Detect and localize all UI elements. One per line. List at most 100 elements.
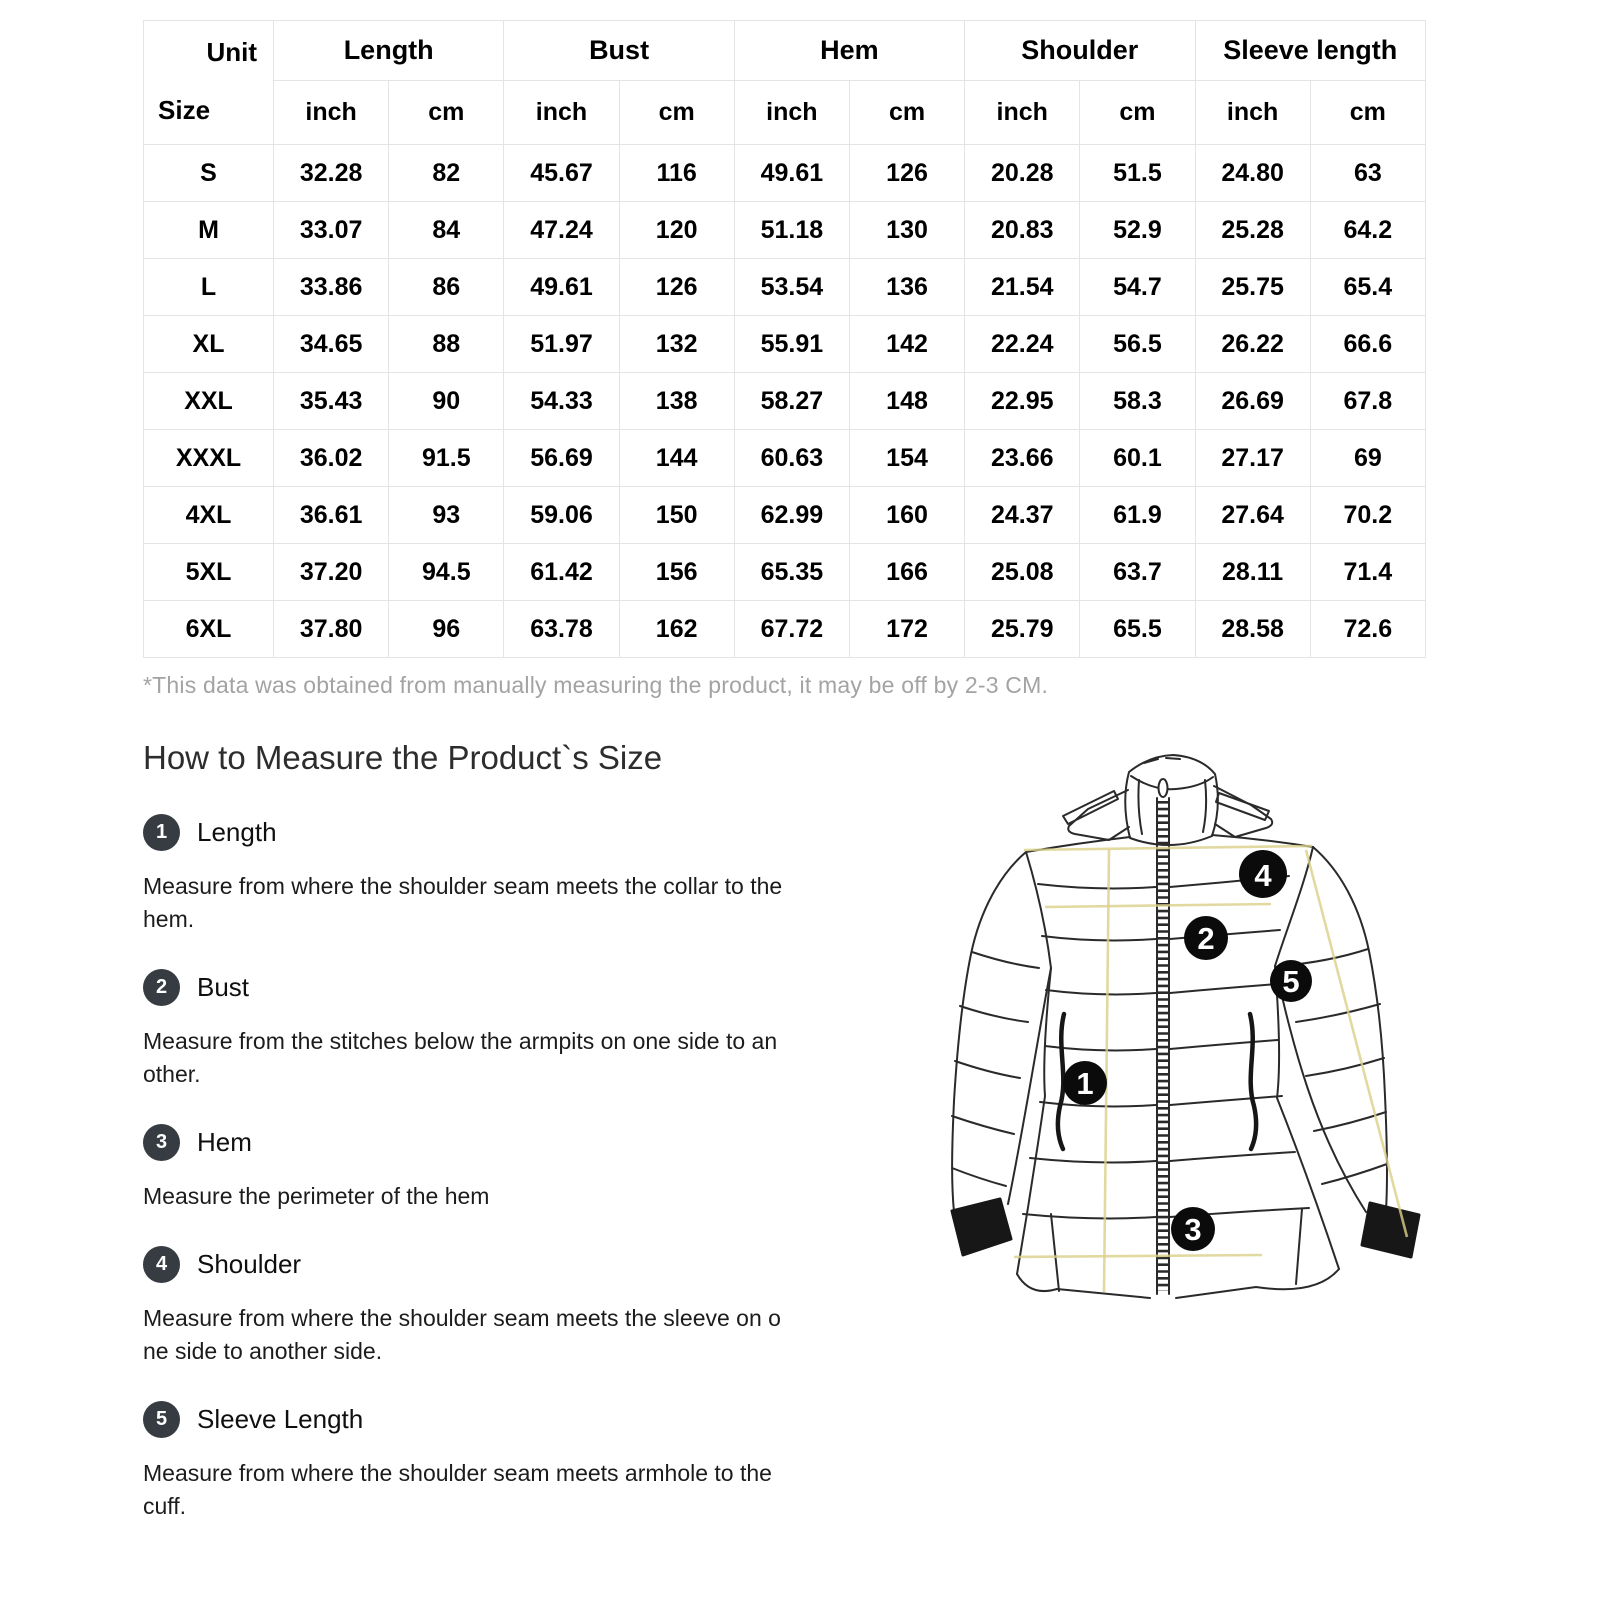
measurement-cell: 23.66 [964,429,1081,487]
step-label: Shoulder [197,1249,302,1279]
step-header: 3 Hem [143,1124,893,1161]
measurement-cell: 70.2 [1309,486,1427,544]
cuffs [950,1197,1421,1259]
marker-5-number: 5 [1282,964,1299,999]
measurement-cell: 88 [388,315,505,373]
measurement-cell: 26.69 [1194,372,1311,430]
measurement-cell: 36.02 [272,429,390,487]
measurement-cell: 86 [388,258,505,316]
subheader-cell: inch [1194,80,1311,145]
jacket-measurement-diagram: 1 2 3 4 5 [950,754,1421,1299]
size-cell: XXXL [143,429,274,487]
measurement-cell: 25.79 [964,600,1081,658]
table-row: XL 34.65 88 51.97 132 55.91 142 22.24 56.5 26.22 6… [143,315,1427,373]
measurement-cell: 93 [388,486,505,544]
measurement-cell: 72.6 [1309,600,1427,658]
table-row: M 33.07 84 47.24 120 51.18 130 20.83 52.9 25.28 64… [143,201,1427,259]
measurement-cell: 94.5 [388,543,505,601]
measurement-cell: 67.8 [1309,372,1427,430]
collar [1124,754,1219,846]
measurement-cell: 138 [618,372,735,430]
how-to-measure-section: How to Measure the Product`s Size 1 Leng… [143,735,893,1523]
column-group-sleeve: Sleeve length [1194,20,1426,81]
measurement-cell: 136 [848,258,966,316]
how-to-measure-title: How to Measure the Product`s Size [143,739,663,776]
unit-label: Unit [206,37,257,67]
measurement-cell: 62.99 [733,486,850,544]
size-table-body: S 32.28 82 45.67 116 49.61 126 20.28 51.5 24.80 63… [143,144,1427,658]
subheader-cell: inch [503,80,620,145]
table-row: S 32.28 82 45.67 116 49.61 126 20.28 51.5 24.80 63 [143,144,1427,202]
step-hem: 3 Hem Measure the perimeter of the hem [143,1124,893,1213]
measurement-cell: 25.08 [964,543,1081,601]
measurement-cell: 154 [848,429,966,487]
measurement-cell: 26.22 [1194,315,1311,373]
measurement-cell: 55.91 [733,315,850,373]
measurement-cell: 90 [388,372,505,430]
step-header: 2 Bust [143,969,893,1006]
measurement-cell: 20.83 [964,201,1081,259]
measurement-cell: 35.43 [272,372,390,430]
table-row: L 33.86 86 49.61 126 53.54 136 21.54 54.7 25.75 65… [143,258,1427,316]
measurement-cell: 69 [1309,429,1427,487]
subheader-cell: inch [964,80,1081,145]
measurement-cell: 65.35 [733,543,850,601]
measurement-cell: 148 [848,372,966,430]
measurement-cell: 61.9 [1079,486,1196,544]
measurement-cell: 63.7 [1079,543,1196,601]
step-bust: 2 Bust Measure from the stitches below t… [143,969,893,1091]
corner-cell: Unit Size [143,20,274,145]
column-group-length: Length [272,20,505,81]
measurement-cell: 67.72 [733,600,850,658]
size-cell: S [143,144,274,202]
measurement-cell: 132 [618,315,735,373]
measurement-cell: 96 [388,600,505,658]
measurement-cell: 130 [848,201,966,259]
measurement-cell: 61.42 [503,543,620,601]
measurement-cell: 27.64 [1194,486,1311,544]
measurement-cell: 144 [618,429,735,487]
size-cell: 5XL [143,543,274,601]
measurement-cell: 27.17 [1194,429,1311,487]
step-description: Measure from where the shoulder seam mee… [143,1305,781,1364]
marker-1-number: 1 [1076,1066,1093,1101]
step-label: Bust [197,972,250,1002]
step-description: Measure the perimeter of the hem [143,1183,490,1209]
column-group-hem: Hem [733,20,966,81]
measurement-cell: 126 [618,258,735,316]
zipper [1156,778,1170,1295]
table-row: 4XL 36.61 93 59.06 150 62.99 160 24.37 61.9 27.64… [143,486,1427,544]
hood [1062,785,1274,841]
subheader-cell: cm [1309,80,1427,145]
subheader-cell: inch [272,80,390,145]
marker-4-number: 4 [1254,858,1272,893]
size-cell: 4XL [143,486,274,544]
subheader-cell: cm [1079,80,1196,145]
marker-2: 2 [1184,916,1228,960]
measurement-cell: 47.24 [503,201,620,259]
measurement-cell: 37.80 [272,600,390,658]
table-subheader-row: inch cm inch cm inch cm inch cm inch cm [144,80,1427,145]
measurement-cell: 166 [848,543,966,601]
measurement-cell: 82 [388,144,505,202]
measurement-cell: 58.3 [1079,372,1196,430]
measurement-cell: 45.67 [503,144,620,202]
marker-3: 3 [1171,1207,1215,1251]
measurement-cell: 53.54 [733,258,850,316]
step-label: Sleeve Length [197,1404,364,1434]
measurement-cell: 120 [618,201,735,259]
measurement-cell: 63.78 [503,600,620,658]
step-label: Length [197,817,277,847]
measurement-cell: 58.27 [733,372,850,430]
step-sleeve-length: 5 Sleeve Length Measure from where the s… [143,1401,893,1523]
step-2-badge: 2 [143,969,180,1006]
marker-4: 4 [1239,850,1287,898]
measurement-cell: 162 [618,600,735,658]
measurement-cell: 91.5 [388,429,505,487]
measurement-cell: 71.4 [1309,543,1427,601]
measurement-cell: 51.97 [503,315,620,373]
step-header: 1 Length [143,814,893,851]
step-header: 4 Shoulder [143,1246,893,1283]
subheader-cell: cm [388,80,505,145]
size-cell: XL [143,315,274,373]
